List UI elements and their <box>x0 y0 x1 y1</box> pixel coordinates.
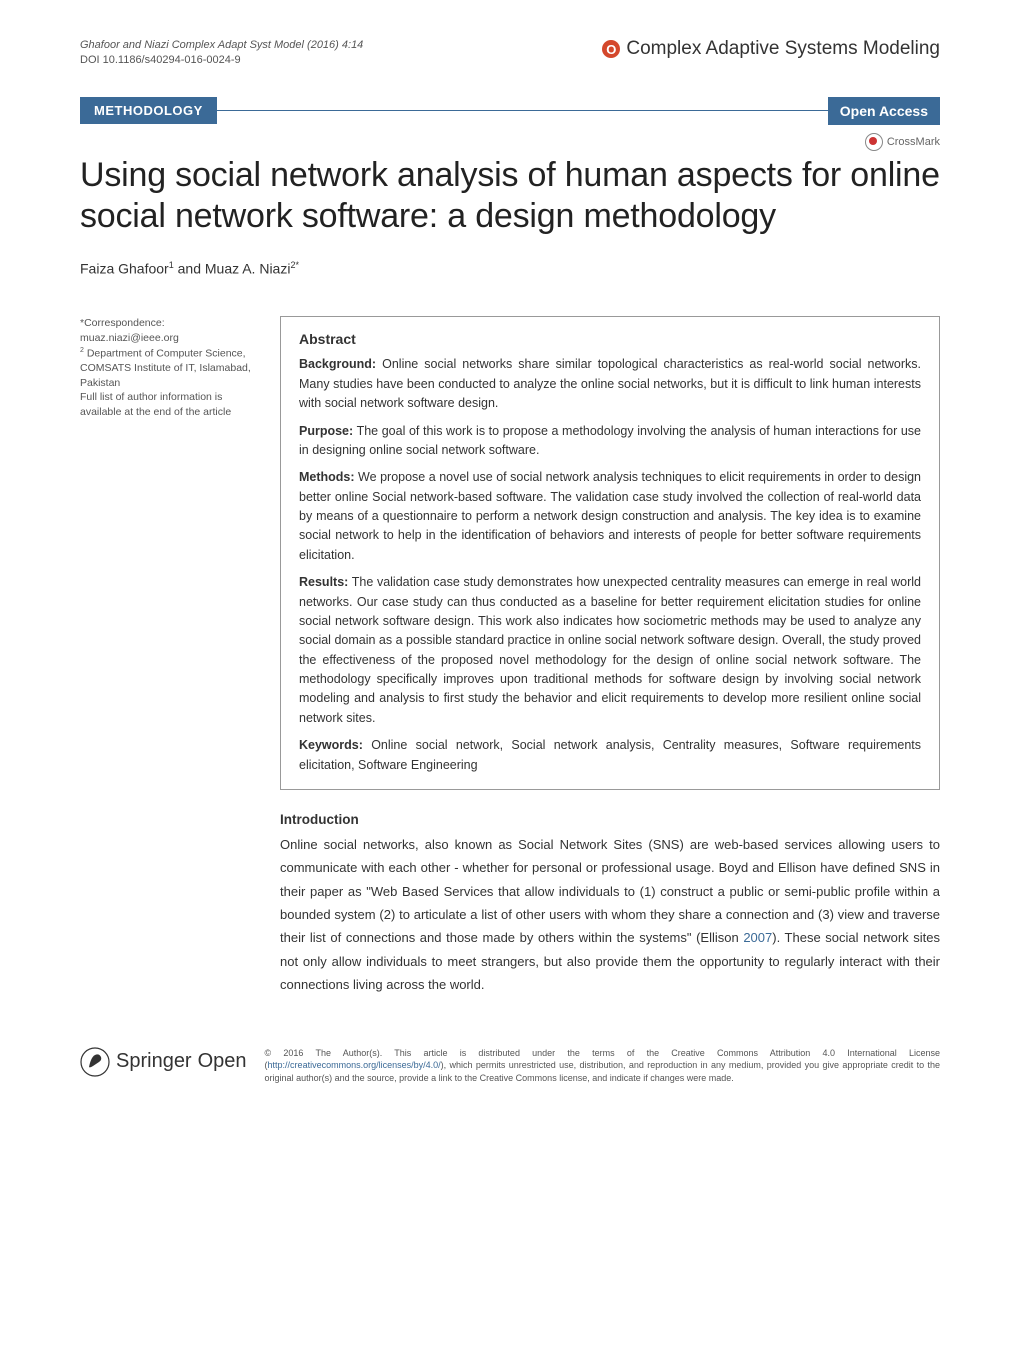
category-label: METHODOLOGY <box>80 97 217 124</box>
crossmark-label: CrossMark <box>887 136 940 148</box>
purpose-text: The goal of this work is to propose a me… <box>299 424 921 457</box>
citation-block: Ghafoor and Niazi Complex Adapt Syst Mod… <box>80 38 363 69</box>
background-label: Background: <box>299 357 376 371</box>
doi-text: DOI 10.1186/s40294-016-0024-9 <box>80 53 363 68</box>
journal-name: O Complex Adaptive Systems Modeling <box>602 38 940 60</box>
abstract-background: Background: Online social networks share… <box>299 355 921 413</box>
abstract-results: Results: The validation case study demon… <box>299 573 921 728</box>
crossmark-badge[interactable]: CrossMark <box>865 133 940 151</box>
journal-icon: O <box>602 40 620 58</box>
open-access-badge: Open Access <box>828 97 940 125</box>
keywords-label: Keywords: <box>299 738 363 752</box>
author-1: Faiza Ghafoor <box>80 260 169 276</box>
results-label: Results: <box>299 575 348 589</box>
page-header: Ghafoor and Niazi Complex Adapt Syst Mod… <box>80 38 940 69</box>
abstract-purpose: Purpose: The goal of this work is to pro… <box>299 422 921 461</box>
keywords-text: Online social network, Social network an… <box>299 738 921 771</box>
methods-text: We propose a novel use of social network… <box>299 470 921 562</box>
publisher-open: Open <box>198 1050 247 1073</box>
introduction-body: Online social networks, also known as So… <box>280 833 940 997</box>
citation-link[interactable]: 2007 <box>743 930 772 945</box>
abstract-methods: Methods: We propose a novel use of socia… <box>299 468 921 565</box>
springer-horse-icon <box>80 1047 110 1077</box>
crossmark-icon <box>865 133 883 151</box>
crossmark-row: CrossMark <box>80 133 940 151</box>
correspondence-affiliation: 2 Department of Computer Science, COMSAT… <box>80 346 262 391</box>
category-divider <box>217 110 828 111</box>
publisher-name: Springer <box>116 1050 192 1073</box>
article-title: Using social network analysis of human a… <box>80 155 940 238</box>
abstract-box: Abstract Background: Online social netwo… <box>280 316 940 790</box>
correspondence-email[interactable]: muaz.niazi@ieee.org <box>80 331 262 346</box>
background-text: Online social networks share similar top… <box>299 357 921 410</box>
copyright-text: © 2016 The Author(s). This article is di… <box>265 1047 940 1085</box>
correspondence-sidebar: *Correspondence: muaz.niazi@ieee.org 2 D… <box>80 316 262 996</box>
introduction-heading: Introduction <box>280 812 940 827</box>
methods-label: Methods: <box>299 470 355 484</box>
journal-title: Complex Adaptive Systems Modeling <box>626 38 940 60</box>
author-connector: and Muaz A. Niazi <box>174 260 291 276</box>
page-footer: Springer Open © 2016 The Author(s). This … <box>80 1033 940 1085</box>
license-link[interactable]: http://creativecommons.org/licenses/by/4… <box>268 1060 441 1070</box>
category-bar: METHODOLOGY Open Access <box>80 97 940 125</box>
publisher-logo[interactable]: Springer Open <box>80 1047 247 1077</box>
full-author-list-note: Full list of author information is avail… <box>80 390 262 419</box>
abstract-keywords: Keywords: Online social network, Social … <box>299 736 921 775</box>
correspondence-label: *Correspondence: <box>80 316 262 331</box>
abstract-heading: Abstract <box>299 331 921 347</box>
results-text: The validation case study demonstrates h… <box>299 575 921 725</box>
purpose-label: Purpose: <box>299 424 353 438</box>
citation-text: Ghafoor and Niazi Complex Adapt Syst Mod… <box>80 38 363 53</box>
authors-line: Faiza Ghafoor1 and Muaz A. Niazi2* <box>80 260 940 277</box>
author-2-affil: 2* <box>290 260 299 270</box>
